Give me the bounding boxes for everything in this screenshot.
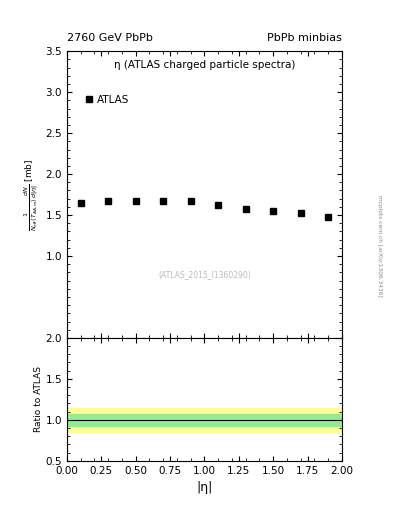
ATLAS — [243, 206, 248, 212]
Text: 2760 GeV PbPb: 2760 GeV PbPb — [67, 33, 153, 42]
Text: (ATLAS_2015_I1360290): (ATLAS_2015_I1360290) — [158, 270, 251, 280]
ATLAS — [216, 202, 220, 208]
ATLAS — [188, 198, 193, 204]
Text: η (ATLAS charged particle spectra): η (ATLAS charged particle spectra) — [114, 60, 295, 70]
Legend: ATLAS: ATLAS — [80, 91, 134, 109]
Y-axis label: $\frac{1}{N_\mathrm{eff}\langle T_{AA,m}\rangle}\frac{dN}{d|\eta|}$ [mb]: $\frac{1}{N_\mathrm{eff}\langle T_{AA,m}… — [23, 158, 41, 231]
Text: PbPb minbias: PbPb minbias — [267, 33, 342, 42]
Y-axis label: Ratio to ATLAS: Ratio to ATLAS — [33, 367, 42, 432]
ATLAS — [326, 215, 331, 221]
Bar — [67, 414, 342, 425]
ATLAS — [133, 198, 138, 204]
ATLAS — [298, 209, 303, 216]
Text: mcplots.cern.ch [arXiv:1306.3436]: mcplots.cern.ch [arXiv:1306.3436] — [377, 195, 382, 296]
ATLAS — [161, 198, 165, 204]
X-axis label: |η|: |η| — [196, 481, 213, 494]
ATLAS — [271, 208, 275, 214]
ATLAS — [78, 200, 83, 206]
ATLAS — [106, 198, 110, 204]
Bar — [67, 408, 342, 432]
Line: ATLAS: ATLAS — [78, 198, 331, 220]
